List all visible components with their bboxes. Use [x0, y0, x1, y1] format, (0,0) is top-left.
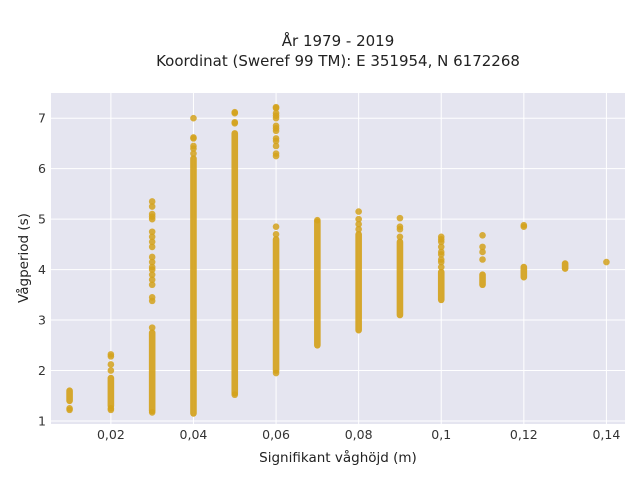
scatter-point [396, 233, 404, 241]
scatter-point-band [272, 236, 280, 374]
y-tick-label: 3 [38, 313, 46, 328]
scatter-point [148, 271, 156, 278]
scatter-point [479, 248, 486, 256]
scatter-point [355, 215, 362, 223]
scatter-point [355, 208, 362, 215]
scatter-point [355, 220, 362, 228]
y-tick-label: 1 [38, 413, 46, 428]
scatter-point [148, 203, 156, 210]
scatter-point [148, 233, 156, 241]
scatter-point [272, 223, 280, 231]
scatter-point [272, 103, 280, 111]
scatter-point-band [437, 268, 445, 304]
x-tick-label: 0,06 [262, 427, 290, 442]
scatter-point [272, 369, 280, 377]
scatter-point [437, 248, 445, 256]
scatter-point [190, 150, 197, 157]
x-tick-label: 0,04 [180, 427, 208, 442]
scatter-point [148, 210, 156, 218]
scatter-point [437, 263, 445, 271]
scatter-point [148, 253, 156, 261]
scatter-point [272, 230, 280, 238]
scatter-point [520, 221, 528, 229]
y-tick-labels: 1 2 3 4 5 6 7 [38, 111, 46, 429]
scatter-point [148, 409, 156, 416]
scatter-point-band [231, 130, 239, 397]
chart-title-line-2: Koordinat (Sweref 99 TM): E 351954, N 61… [156, 52, 520, 70]
x-tick-label: 0,1 [431, 427, 451, 442]
scatter-point [231, 108, 239, 116]
scatter-point [355, 225, 362, 233]
scatter-point [148, 276, 156, 283]
scatter-point-band [107, 374, 115, 410]
scatter-point-band [561, 260, 569, 272]
scatter-point-band [355, 230, 362, 334]
scatter-point [437, 233, 445, 241]
scatter-point [272, 135, 280, 142]
scatter-point [479, 243, 486, 251]
scatter-point [479, 231, 486, 239]
scatter-point [148, 198, 156, 205]
scatter-point [437, 256, 445, 263]
x-tick-label: 0,12 [510, 427, 538, 442]
y-tick-label: 7 [38, 111, 46, 126]
scatter-point [148, 238, 156, 246]
scatter-point-band [520, 263, 528, 281]
y-tick-label: 6 [38, 161, 46, 176]
scatter-point [396, 214, 404, 222]
scatter-point [107, 361, 115, 368]
scatter-point [190, 114, 197, 122]
scatter-point [107, 405, 115, 412]
scatter-point-band [396, 238, 404, 319]
scatter-point [437, 243, 445, 251]
plot-area [51, 93, 625, 424]
scatter-point [272, 150, 280, 157]
scatter-point [148, 263, 156, 271]
scatter-point [148, 324, 156, 331]
y-axis-label: Vågperiod (s) [15, 213, 32, 303]
scatter-point [231, 391, 239, 399]
scatter-point [66, 405, 73, 412]
scatter-point [148, 258, 156, 266]
scatter-point [272, 109, 280, 117]
scatter-point [190, 134, 197, 141]
x-tick-label: 0,02 [97, 427, 125, 442]
chart-title-line-1: År 1979 - 2019 [282, 31, 395, 50]
scatter-point [148, 243, 156, 251]
scatter-point [107, 351, 115, 358]
data-points [66, 103, 610, 417]
scatter-point-band [148, 329, 156, 415]
scatter-point [479, 256, 486, 263]
y-tick-label: 2 [38, 363, 46, 378]
scatter-point-band [314, 218, 321, 349]
scatter-point [314, 216, 321, 224]
x-tick-label: 0,14 [592, 427, 620, 442]
scatter-point [603, 258, 610, 266]
x-axis-label: Signifikant våghöjd (m) [259, 449, 417, 466]
scatter-point [148, 281, 156, 289]
scatter-point [190, 142, 197, 150]
scatter-point-band [479, 271, 486, 289]
scatter-point [148, 294, 156, 301]
scatter-point [396, 223, 404, 231]
scatter-point [272, 142, 280, 150]
x-tick-labels: 0,02 0,04 0,06 0,08 0,1 0,12 0,14 [97, 427, 620, 442]
scatter-point-band [190, 155, 197, 417]
y-tick-label: 4 [38, 262, 46, 277]
scatter-point [272, 122, 280, 130]
scatter-point [107, 367, 115, 374]
grid-lines [51, 93, 625, 424]
y-tick-label: 5 [38, 212, 46, 227]
scatter-point [148, 228, 156, 236]
scatter-point-band [66, 387, 73, 405]
x-tick-label: 0,08 [345, 427, 373, 442]
scatter-point [231, 118, 239, 126]
